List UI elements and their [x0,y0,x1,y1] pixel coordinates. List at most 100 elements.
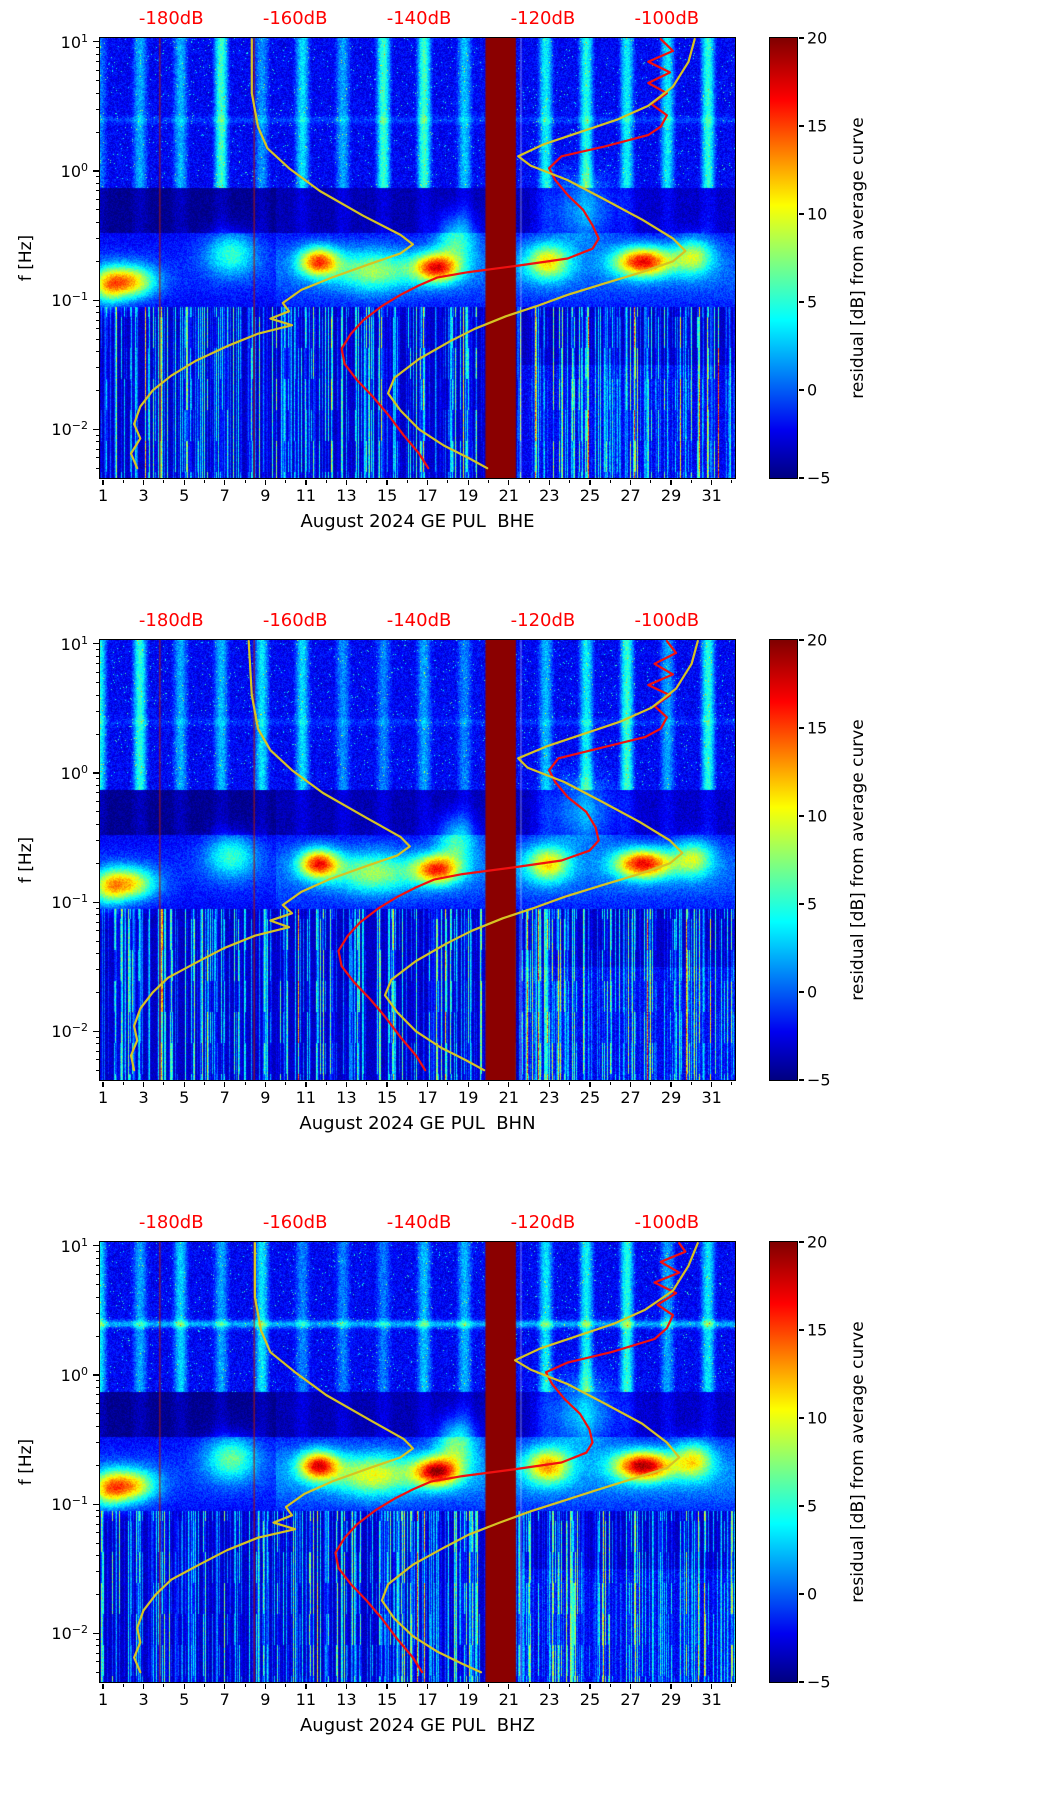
x-tick-label: 27 [620,1088,641,1107]
colorbar [769,1241,798,1683]
x-tick-label: 29 [660,486,682,505]
x-tick-label: 7 [219,1690,230,1709]
tick-mark [224,479,226,485]
overlay-curve [383,640,699,1072]
x-tick-label: 15 [376,1088,398,1107]
tick-mark [528,1683,530,1687]
y-tick-label: 10−2 [51,1021,88,1042]
tick-mark [406,1683,408,1687]
tick-mark [508,1683,510,1689]
tick-mark [244,1683,246,1687]
spectrogram-plot [99,37,736,479]
tick-mark [609,1081,611,1085]
x-tick-label: 23 [539,486,560,505]
colorbar-tick-label: 5 [807,894,818,914]
tick-mark [711,479,713,485]
x-tick-label: 5 [179,486,190,505]
tick-mark [122,479,124,483]
tick-mark [325,1081,327,1085]
colorbar-ticks: 20 15 10 5 0 −5 [0,631,1052,1090]
x-tick-label: 19 [458,1088,479,1107]
x-axis-label: August 2024 GE PUL BHN [299,1113,536,1134]
top-db-axis: -180dB -160dB -140dB -120dB -100dB [0,8,1052,32]
x-tick-label: 3 [138,486,149,505]
tick-mark [548,1081,550,1087]
tick-mark [548,479,550,485]
tick-mark [224,1081,226,1087]
top-axis-tick-label: -120dB [510,1212,576,1233]
colorbar-ticks: 20 15 10 5 0 −5 [0,29,1052,488]
tick-mark [386,479,388,485]
overlay-curve [334,1242,687,1674]
top-axis-tick-label: -140dB [386,8,452,29]
tick-mark [629,1683,632,1689]
x-tick-label: 5 [179,1690,190,1709]
x-tick-label: 3 [138,1690,149,1709]
overlay-curves [132,1242,699,1674]
tick-mark [467,479,469,485]
x-tick-label: 23 [539,1690,560,1709]
tick-mark [406,479,408,483]
x-tick-label: 31 [701,1088,722,1107]
top-axis-tick-label: -100dB [634,8,700,29]
colorbar-tick-label: 20 [807,630,828,650]
x-axis-ticks: 1 3 5 7 9 11 13 15 17 19 21 23 25 27 29 31 [0,1088,1052,1110]
tick-mark [629,479,632,485]
colorbar-tick-label: −5 [807,1070,831,1090]
tick-mark [548,1683,550,1689]
tick-mark [609,1683,611,1687]
tick-mark [650,479,652,483]
tick-mark [143,1683,145,1689]
tick-mark [163,1081,165,1085]
tick-mark [305,1683,307,1689]
tick-mark [650,1081,652,1085]
tick-mark [345,1081,348,1087]
tick-mark [569,1081,571,1085]
colorbar-tick-label: 10 [807,1408,828,1428]
x-tick-label: 13 [336,1690,357,1709]
tick-mark [690,479,692,483]
tick-mark [366,1081,368,1085]
tick-mark [102,1683,104,1689]
x-tick-label: 11 [295,1088,317,1107]
x-tick-label: 19 [458,1690,479,1709]
tick-mark [731,1081,733,1085]
x-tick-label: 23 [539,1088,560,1107]
top-axis-tick-label: -140dB [386,610,452,631]
colorbar [769,37,798,479]
spectrogram-canvas [100,1242,735,1682]
tick-mark [711,1081,713,1087]
x-tick-label: 1 [97,1088,109,1107]
colorbar-tick-label: 20 [807,1232,828,1252]
tick-mark [589,1081,591,1087]
top-db-axis: -180dB -160dB -140dB -120dB -100dB [0,1212,1052,1236]
top-axis-tick-label: -160dB [262,1212,328,1233]
tick-mark [285,1081,287,1085]
x-tick-label: 15 [376,1690,398,1709]
y-tick-label: 101 [60,31,88,52]
tick-mark [183,1081,185,1087]
tick-mark [569,479,571,483]
x-tick-label: 31 [701,1690,722,1709]
tick-mark [670,479,672,485]
tick-mark [183,479,185,485]
colorbar [769,639,798,1081]
colorbar-tick-label: 5 [807,1496,818,1516]
colorbar-tick-label: 10 [807,204,828,224]
tick-mark [650,1683,652,1687]
overlay-curves [129,38,696,470]
x-tick-label: 13 [336,1088,357,1107]
y-tick-label: 10−2 [51,1623,88,1644]
tick-mark [325,1683,327,1687]
tick-mark [244,479,246,483]
x-tick-label: 25 [579,486,601,505]
y-tick-label: 10−2 [51,419,88,440]
x-tick-label: 7 [219,486,230,505]
x-tick-label: 31 [701,486,722,505]
x-axis-label: August 2024 GE PUL BHZ [299,1715,535,1736]
spectrogram-plot [99,1241,736,1683]
y-tick-label: 10−1 [51,1493,88,1515]
tick-mark [488,1081,489,1085]
top-axis-tick-label: -120dB [510,8,576,29]
